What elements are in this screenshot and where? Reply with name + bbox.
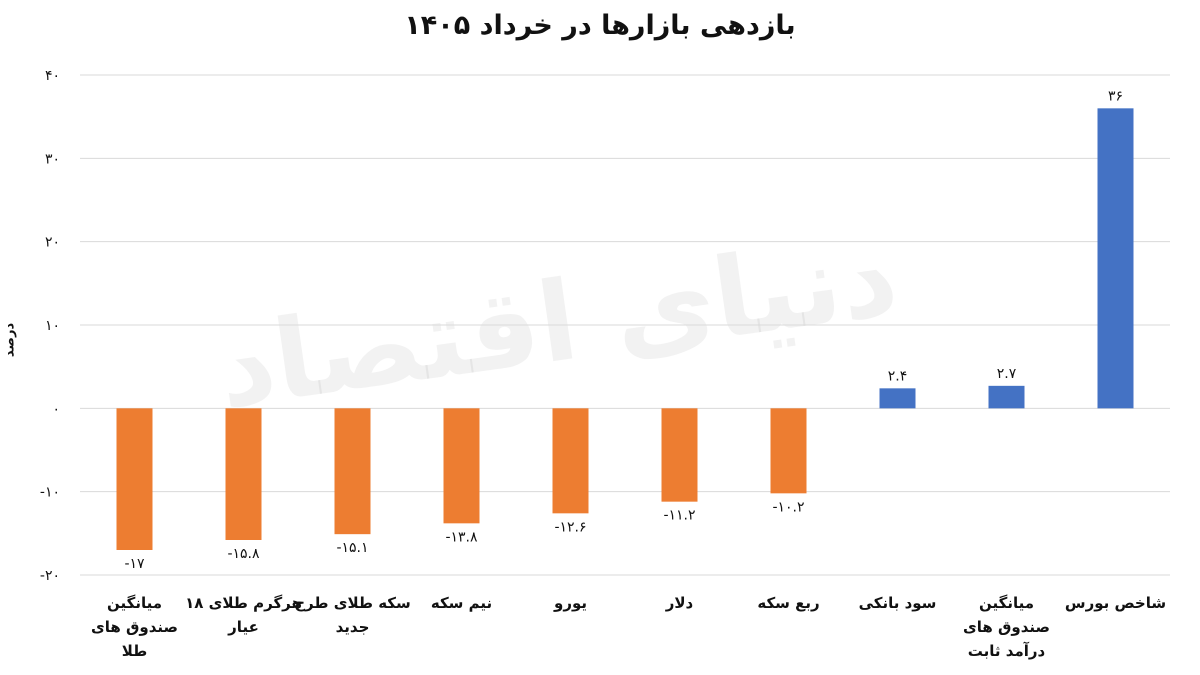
bar — [116, 408, 153, 550]
data-label: -۱۱.۲ — [663, 508, 695, 524]
bar — [770, 408, 807, 494]
x-tick-label: میانگین — [979, 594, 1034, 612]
x-tick-label: ربع سکه — [757, 594, 819, 612]
bar — [661, 408, 698, 502]
x-tick-label: جدید — [336, 618, 370, 636]
data-label: ۳۶ — [1108, 88, 1123, 104]
y-tick-label: -۲۰ — [40, 568, 60, 584]
y-tick-label: ۰ — [52, 401, 60, 417]
data-label: -۱۵.۱ — [336, 540, 368, 556]
x-tick-label: صندوق های — [91, 618, 178, 636]
x-tick-label: شاخص بورس — [1065, 594, 1166, 612]
data-label: -۱۷ — [124, 556, 145, 572]
bar — [225, 408, 262, 540]
x-tick-label: سود بانکی — [859, 594, 937, 612]
x-tick-label: نیم سکه — [431, 594, 492, 612]
data-label: -۱۰.۲ — [772, 499, 804, 515]
data-label: -۱۳.۸ — [445, 529, 478, 545]
x-tick-label: درآمد ثابت — [968, 642, 1046, 660]
bar — [1097, 108, 1134, 409]
x-tick-label: عیار — [227, 618, 259, 636]
bar — [552, 408, 589, 514]
x-tick-label: هرگرم طلای ۱۸ — [185, 594, 302, 612]
y-tick-label: -۱۰ — [40, 485, 60, 501]
bar — [443, 408, 480, 524]
data-label: ۲.۴ — [888, 368, 908, 384]
bar — [879, 388, 916, 409]
data-label: ۲.۷ — [997, 366, 1017, 382]
chart-title: بازدهی بازارها در خرداد ۱۴۰۵ — [404, 10, 796, 41]
watermark: دنیای اقتصاد — [210, 211, 905, 433]
x-tick-label: سکه طلای طرح — [294, 594, 411, 612]
bar — [988, 385, 1025, 409]
y-tick-label: ۲۰ — [45, 235, 60, 251]
x-tick-label: صندوق های — [963, 618, 1050, 636]
data-label: -۱۲.۶ — [554, 519, 586, 535]
x-tick-label: دلار — [665, 594, 694, 612]
data-label: -۱۵.۸ — [227, 546, 260, 562]
y-tick-label: ۱۰ — [45, 318, 60, 334]
x-tick-label: طلا — [122, 642, 148, 660]
y-tick-label: ۳۰ — [45, 151, 60, 167]
x-tick-label: یورو — [553, 594, 587, 612]
bar — [334, 408, 371, 535]
y-tick-label: ۴۰ — [45, 68, 60, 84]
x-tick-label: میانگین — [107, 594, 162, 612]
